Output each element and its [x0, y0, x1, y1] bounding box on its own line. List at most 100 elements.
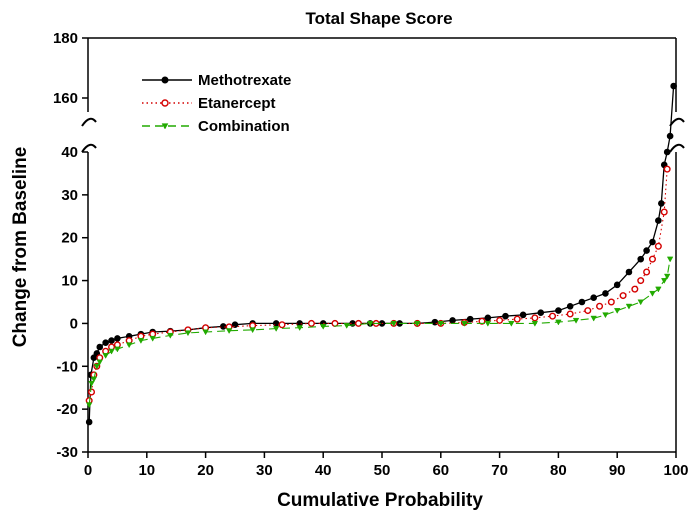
axis-break-mark-left-2	[81, 143, 97, 153]
series-point	[660, 208, 668, 216]
series-point	[537, 309, 545, 317]
series-point	[161, 76, 169, 84]
series-point	[466, 315, 474, 323]
series-point	[619, 292, 627, 300]
y-tick-label: 180	[53, 30, 78, 47]
x-tick-label: 50	[374, 462, 391, 479]
series-point	[584, 307, 592, 315]
series-point	[272, 326, 280, 332]
legend-label: Etanercept	[198, 95, 276, 112]
series-point	[96, 343, 104, 351]
series-point	[343, 323, 350, 329]
series-point	[108, 348, 115, 355]
y-tick-label: -30	[56, 444, 78, 461]
series-point	[307, 319, 315, 327]
series-point	[484, 320, 492, 327]
series-point	[566, 310, 574, 318]
series-point	[513, 315, 521, 323]
series-combination	[85, 256, 674, 409]
series-point	[590, 294, 597, 302]
series-point	[572, 317, 580, 324]
series-point	[613, 308, 621, 314]
series-line	[88, 169, 668, 401]
series-point	[655, 217, 662, 224]
series-point	[625, 268, 633, 276]
series-point	[658, 200, 665, 207]
y-tick-label: 160	[53, 90, 78, 107]
series-point	[137, 338, 145, 344]
x-tick-label: 0	[84, 462, 92, 479]
series-point	[296, 325, 303, 332]
series-point	[249, 327, 256, 334]
x-tick-label: 80	[550, 462, 567, 479]
series-point	[643, 268, 651, 276]
series-point	[649, 238, 656, 246]
series-point	[663, 165, 671, 173]
chart-title: Total Shape Score	[305, 9, 452, 28]
series-point	[88, 388, 96, 396]
x-tick-label: 60	[432, 462, 449, 479]
series-point	[184, 330, 192, 337]
y-tick-label: -10	[56, 358, 78, 375]
series-point	[93, 363, 101, 370]
series-point	[231, 321, 239, 329]
series-point	[108, 337, 115, 344]
series-point	[90, 376, 98, 383]
y-tick-label: 10	[61, 273, 78, 290]
legend-label: Combination	[198, 118, 290, 135]
series-line	[88, 259, 671, 405]
series-point	[478, 317, 486, 325]
series-point	[596, 302, 604, 310]
series-point	[496, 316, 504, 324]
series-point	[661, 278, 668, 284]
series-point	[88, 380, 95, 387]
series-methotrexate	[85, 82, 677, 426]
series-layer	[85, 82, 677, 426]
series-point	[566, 302, 574, 310]
series-point	[96, 359, 103, 366]
series-point	[102, 339, 109, 347]
series-point	[648, 255, 656, 263]
axis-break-mark-right-2	[669, 143, 685, 153]
axis-break-mark-left-1	[81, 117, 97, 127]
series-point	[670, 82, 677, 90]
series-point	[643, 247, 650, 254]
series-point	[508, 320, 515, 327]
x-axis-label: Cumulative Probability	[277, 490, 483, 511]
series-point	[531, 320, 539, 327]
series-point	[461, 320, 468, 327]
series-point	[102, 353, 109, 359]
series-point	[613, 281, 621, 289]
series-line	[88, 85, 675, 423]
y-tick-label: 40	[61, 144, 78, 161]
series-point	[161, 123, 169, 130]
series-point	[319, 323, 327, 330]
series-point	[578, 298, 586, 306]
series-point	[85, 418, 93, 426]
series-point	[484, 314, 492, 322]
series-point	[555, 319, 562, 326]
series-point	[555, 307, 562, 314]
series-point	[219, 323, 227, 330]
axis-ticks: 0 10 20 30 40 50 60 70 80 90 100 -30 -20 -10 0 10 20 30 40…	[53, 30, 689, 479]
series-point	[649, 290, 656, 297]
series-point	[167, 332, 174, 339]
x-tick-label: 100	[663, 462, 688, 479]
series-point	[278, 321, 286, 329]
y-tick-label: -20	[56, 401, 78, 418]
series-point	[549, 312, 557, 320]
series-point	[125, 342, 133, 349]
axis-break-mark-right-1	[669, 117, 685, 127]
x-tick-label: 30	[256, 462, 273, 479]
x-tick-label: 10	[138, 462, 155, 479]
series-point	[390, 320, 397, 327]
series-point	[637, 299, 644, 306]
series-point	[85, 402, 93, 409]
series-point	[437, 320, 445, 327]
series-point	[637, 277, 645, 285]
series-point	[625, 303, 633, 310]
legend: Methotrexate Etanercept Combination	[142, 72, 291, 135]
series-point	[149, 335, 156, 342]
series-point	[414, 320, 421, 327]
